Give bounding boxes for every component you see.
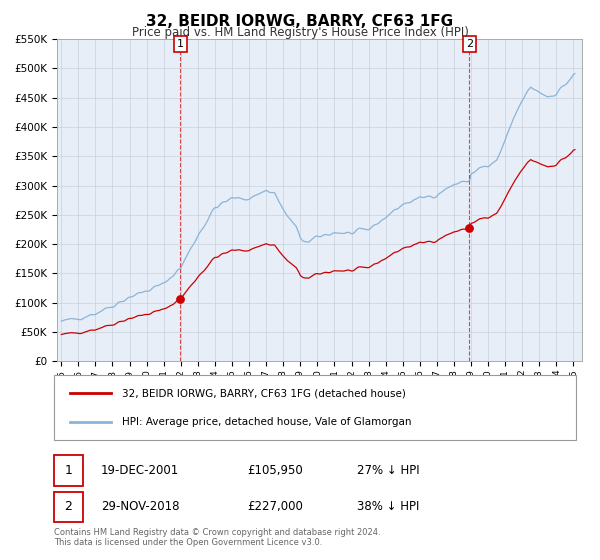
Text: HPI: Average price, detached house, Vale of Glamorgan: HPI: Average price, detached house, Vale… — [122, 417, 412, 427]
Text: 38% ↓ HPI: 38% ↓ HPI — [357, 500, 419, 514]
Text: 1: 1 — [177, 39, 184, 49]
FancyBboxPatch shape — [54, 492, 83, 522]
FancyBboxPatch shape — [54, 375, 576, 440]
Text: Contains HM Land Registry data © Crown copyright and database right 2024.
This d: Contains HM Land Registry data © Crown c… — [54, 528, 380, 548]
Text: Price paid vs. HM Land Registry's House Price Index (HPI): Price paid vs. HM Land Registry's House … — [131, 26, 469, 39]
FancyBboxPatch shape — [54, 455, 83, 486]
Text: 29-NOV-2018: 29-NOV-2018 — [101, 500, 179, 514]
Point — [464, 224, 474, 233]
Text: 1: 1 — [64, 464, 72, 477]
Text: 32, BEIDR IORWG, BARRY, CF63 1FG: 32, BEIDR IORWG, BARRY, CF63 1FG — [146, 14, 454, 29]
Text: 32, BEIDR IORWG, BARRY, CF63 1FG (detached house): 32, BEIDR IORWG, BARRY, CF63 1FG (detach… — [122, 388, 406, 398]
Text: 19-DEC-2001: 19-DEC-2001 — [101, 464, 179, 477]
Point — [175, 295, 185, 304]
Text: 27% ↓ HPI: 27% ↓ HPI — [357, 464, 419, 477]
Text: 2: 2 — [466, 39, 473, 49]
Text: £227,000: £227,000 — [247, 500, 303, 514]
Text: 2: 2 — [64, 500, 72, 514]
Text: £105,950: £105,950 — [247, 464, 303, 477]
